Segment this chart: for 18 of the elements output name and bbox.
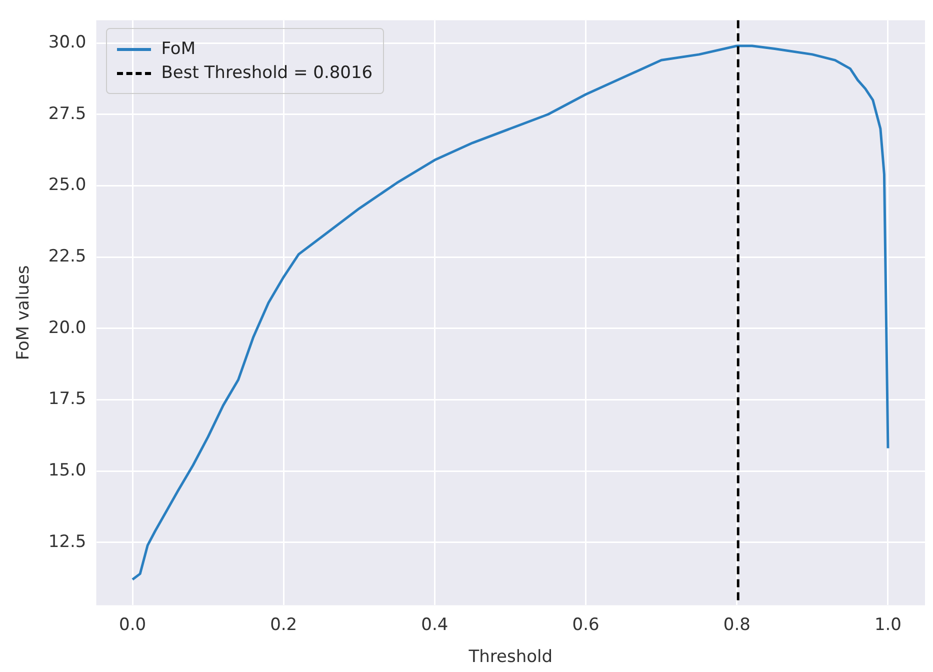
y-axis-title: FoM values (14, 265, 34, 360)
y-tick-label: 12.5 (48, 532, 86, 552)
y-tick-label: 27.5 (48, 104, 86, 124)
x-tick-label: 0.0 (118, 614, 146, 635)
y-tick-label: 15.0 (48, 460, 86, 480)
x-tick-label: 0.2 (270, 614, 298, 635)
x-tick-label: 0.8 (723, 614, 750, 635)
x-tick-label: 0.6 (572, 614, 600, 635)
x-axis-title: Threshold (468, 647, 553, 668)
y-tick-label: 17.5 (48, 389, 86, 410)
y-tick-label: 22.5 (48, 246, 86, 266)
y-tick-label: 30.0 (48, 32, 86, 52)
y-tick-label: 25.0 (48, 175, 86, 196)
legend-label: FoM (161, 39, 196, 60)
y-tick-label: 20.0 (48, 318, 86, 338)
ref-line-label: Best Threshold = 0.8016 (161, 63, 373, 84)
x-tick-label: 0.4 (421, 614, 448, 635)
x-tick-label: 1.0 (874, 614, 902, 635)
